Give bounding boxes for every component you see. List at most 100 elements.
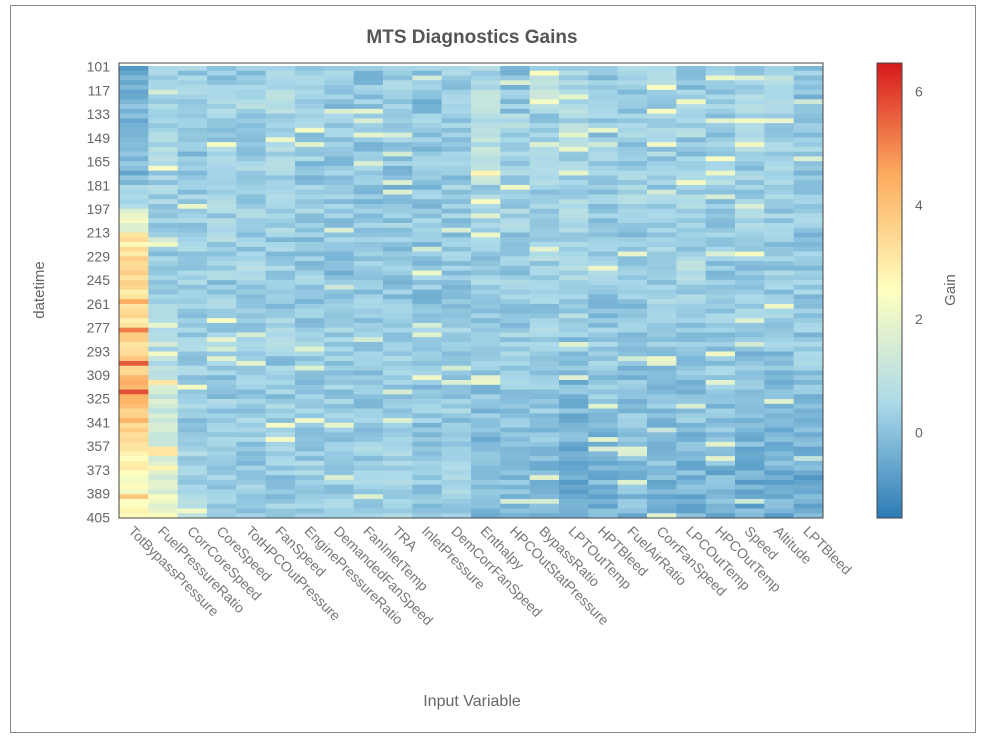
heatmap-cell <box>353 113 384 119</box>
heatmap-cell <box>295 479 325 485</box>
heatmap-cell <box>295 213 325 219</box>
heatmap-cell <box>471 399 501 405</box>
heatmap-cell <box>793 104 824 110</box>
heatmap-cell <box>441 351 472 357</box>
heatmap-cell <box>441 94 472 100</box>
heatmap-cell <box>617 227 648 233</box>
heatmap-cell <box>177 294 208 300</box>
heatmap-cell <box>265 265 296 271</box>
heatmap-cell <box>177 441 208 447</box>
heatmap-cell <box>265 313 296 319</box>
heatmap-cell <box>559 322 589 328</box>
heatmap-cell <box>764 142 794 148</box>
heatmap-cell <box>735 322 765 328</box>
heatmap-cell <box>353 170 384 176</box>
heatmap-cell <box>148 184 178 191</box>
heatmap-cell <box>383 218 413 224</box>
heatmap-cell <box>735 498 765 505</box>
heatmap-cell <box>676 242 706 248</box>
heatmap-cell <box>207 94 237 100</box>
heatmap-cell <box>207 413 237 419</box>
heatmap-cell <box>529 441 560 447</box>
heatmap-cell <box>500 470 530 476</box>
heatmap-cell <box>441 89 472 95</box>
heatmap-cell <box>793 294 824 300</box>
heatmap-cell <box>177 399 208 405</box>
heatmap-cell <box>500 289 530 295</box>
heatmap-cell <box>148 489 178 495</box>
heatmap-cell <box>177 475 208 481</box>
heatmap-cell <box>148 479 178 485</box>
heatmap-cell <box>735 413 765 419</box>
heatmap-cell <box>764 146 794 152</box>
heatmap-cell <box>676 365 706 371</box>
heatmap-cell <box>236 380 266 386</box>
heatmap-cell <box>383 303 413 309</box>
heatmap-cell <box>207 308 237 314</box>
heatmap-cell <box>353 394 384 400</box>
heatmap-cell <box>236 322 266 328</box>
heatmap-cell <box>471 161 501 167</box>
heatmap-cell <box>441 475 472 481</box>
heatmap-cell <box>412 327 442 333</box>
heatmap-cell <box>735 180 765 186</box>
heatmap-cell <box>236 456 266 462</box>
heatmap-cell <box>617 184 648 191</box>
heatmap-cell <box>500 151 530 157</box>
heatmap-cell <box>324 70 354 76</box>
heatmap-cell <box>177 280 208 286</box>
heatmap-cell <box>353 318 384 324</box>
heatmap-cell <box>764 127 794 133</box>
heatmap-cell <box>588 365 618 371</box>
heatmap-cell <box>529 189 560 195</box>
heatmap-cell <box>471 104 501 110</box>
heatmap-cell <box>764 418 794 424</box>
heatmap-cell <box>735 403 765 409</box>
heatmap-cell <box>412 403 442 409</box>
heatmap-cell <box>588 280 618 286</box>
heatmap-cell <box>735 441 765 447</box>
heatmap-cell <box>265 370 296 376</box>
heatmap-cell <box>148 360 178 367</box>
heatmap-cell <box>295 165 325 171</box>
heatmap-cell <box>529 142 560 148</box>
heatmap-cell <box>295 108 325 114</box>
heatmap-cell <box>353 270 384 276</box>
heatmap-cell <box>617 508 648 514</box>
heatmap-cell <box>383 365 413 371</box>
heatmap-cell <box>324 341 354 348</box>
heatmap-cell <box>119 432 149 438</box>
heatmap-cell <box>617 75 648 81</box>
heatmap-cell <box>353 356 384 362</box>
heatmap-cell <box>148 365 178 371</box>
heatmap-cell <box>793 413 824 419</box>
heatmap-cell <box>676 451 706 457</box>
heatmap-cell <box>588 232 618 238</box>
heatmap-cell <box>119 299 149 305</box>
heatmap-cell <box>441 470 472 476</box>
heatmap-cell <box>236 475 266 481</box>
heatmap-cell <box>119 232 149 238</box>
heatmap-cell <box>148 232 178 238</box>
heatmap-cell <box>705 503 736 509</box>
heatmap-cell <box>559 175 589 181</box>
heatmap-cell <box>324 484 354 490</box>
heatmap-cell <box>383 308 413 314</box>
heatmap-cell <box>412 503 442 509</box>
heatmap-cell <box>529 399 560 405</box>
heatmap-cell <box>705 127 736 133</box>
heatmap-cell <box>236 498 266 505</box>
heatmap-cell <box>647 180 677 186</box>
heatmap-cell <box>177 218 208 224</box>
heatmap-cell <box>471 394 501 400</box>
heatmap-cell <box>676 356 706 362</box>
heatmap-cell <box>412 108 442 114</box>
heatmap-cell <box>647 113 677 119</box>
heatmap-cell <box>177 66 208 72</box>
heatmap-cell <box>559 408 589 414</box>
heatmap-cell <box>529 427 560 433</box>
heatmap-cell <box>529 113 560 119</box>
heatmap-cell <box>735 446 765 452</box>
heatmap-cell <box>735 251 765 257</box>
heatmap-cell <box>383 104 413 110</box>
